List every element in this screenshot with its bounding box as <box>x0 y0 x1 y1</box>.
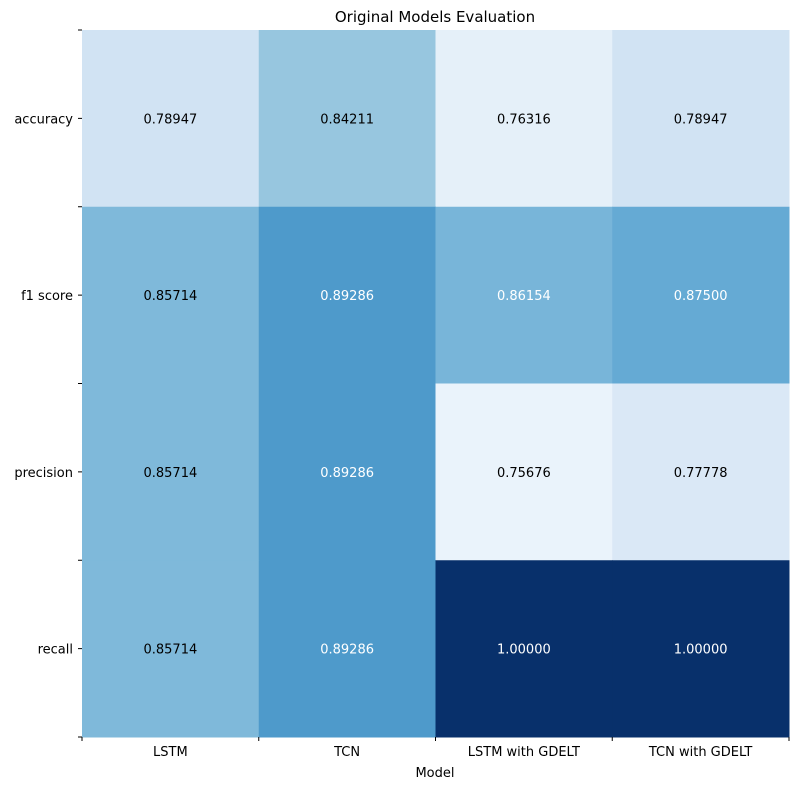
cell-value-label: 0.77778 <box>674 466 728 481</box>
cell-value-label: 0.86154 <box>497 289 551 304</box>
heatmap-cell <box>435 30 613 208</box>
heatmap-cell <box>612 206 790 384</box>
heatmap-cell <box>258 560 436 738</box>
heatmap-cell <box>435 383 613 561</box>
cell-value-label: 0.87500 <box>674 289 728 304</box>
cell-value-label: 0.78947 <box>674 112 728 127</box>
chart-title: Original Models Evaluation <box>335 8 535 26</box>
y-axis: accuracy f1 score precision recall <box>14 29 82 738</box>
cell-value-label: 0.85714 <box>143 466 197 481</box>
x-axis-label: Model <box>415 766 454 781</box>
y-tick-label: accuracy <box>14 112 73 127</box>
cell-value-label: 0.89286 <box>320 289 374 304</box>
cell-value-label: 1.00000 <box>497 643 551 658</box>
cell-value-label: 0.78947 <box>143 112 197 127</box>
y-tick-label: f1 score <box>21 289 73 304</box>
heatmap-cell <box>435 206 613 384</box>
heatmap-cell <box>612 383 790 561</box>
x-tick-label: TCN with GDELT <box>648 745 753 760</box>
heatmap-cell-labels: 0.78947 0.84211 0.76316 0.78947 0.85714 0.892… <box>143 112 727 657</box>
cell-value-label: 0.89286 <box>320 643 374 658</box>
heatmap-cell <box>258 383 436 561</box>
cell-value-label: 0.85714 <box>143 643 197 658</box>
heatmap-cell <box>82 383 260 561</box>
y-tick-label: recall <box>38 643 73 658</box>
cell-value-label: 0.85714 <box>143 289 197 304</box>
y-tick-label: precision <box>14 466 73 481</box>
heatmap-cell <box>82 206 260 384</box>
heatmap-cell <box>612 30 790 208</box>
cell-value-label: 0.75676 <box>497 466 551 481</box>
x-axis: LSTM TCN LSTM with GDELT TCN with GDELT <box>81 737 790 760</box>
x-tick-label: LSTM <box>153 745 188 760</box>
heatmap-cell <box>82 30 260 208</box>
heatmap-cell <box>258 206 436 384</box>
cell-value-label: 0.89286 <box>320 466 374 481</box>
cell-value-label: 0.76316 <box>497 112 551 127</box>
heatmap-cell <box>435 560 613 738</box>
heatmap-cells <box>82 30 790 738</box>
heatmap-cell <box>258 30 436 208</box>
heatmap-cell <box>82 560 260 738</box>
x-tick-label: TCN <box>333 745 360 760</box>
x-tick-label: LSTM with GDELT <box>468 745 580 760</box>
cell-value-label: 0.84211 <box>320 112 374 127</box>
heatmap-cell <box>612 560 790 738</box>
cell-value-label: 1.00000 <box>674 643 728 658</box>
